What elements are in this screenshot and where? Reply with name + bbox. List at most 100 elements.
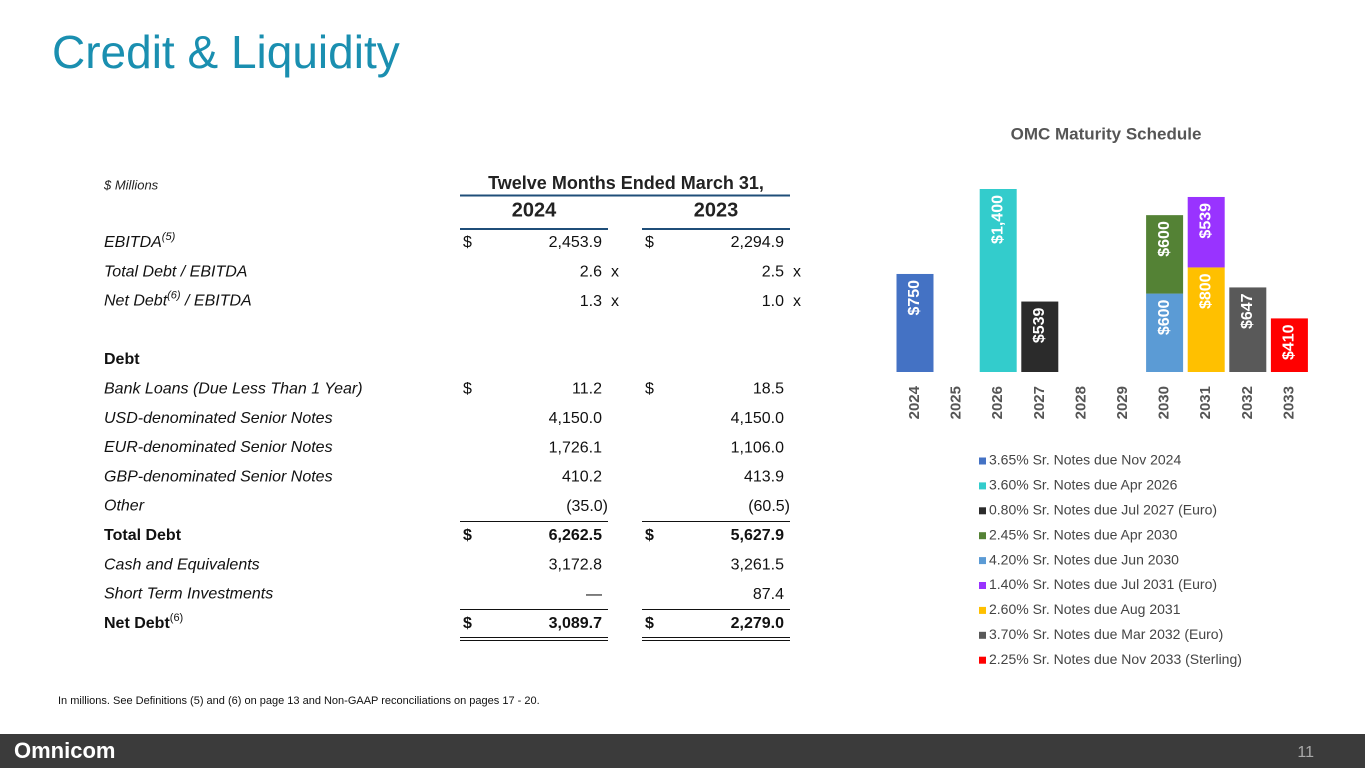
row-label-text: USD-denominated Senior Notes bbox=[104, 410, 333, 427]
cell-value: 11.2 bbox=[572, 381, 602, 398]
currency: $ bbox=[463, 615, 472, 632]
row-label: USD-denominated Senior Notes bbox=[104, 410, 333, 427]
bar-segment bbox=[979, 189, 1017, 372]
cell-value: 2,294.9 bbox=[731, 234, 784, 251]
cell-value: 3,261.5 bbox=[731, 557, 784, 574]
row-label-text: Net Debt bbox=[104, 293, 168, 310]
row-label: Debt bbox=[104, 351, 140, 368]
footnote: In millions. See Definitions (5) and (6)… bbox=[58, 695, 540, 707]
suffix: x bbox=[611, 293, 619, 310]
cell-value: 2.6 bbox=[580, 264, 602, 281]
legend-label: 1.40% Sr. Notes due Jul 2031 (Euro) bbox=[989, 576, 1217, 592]
row-label-text: Other bbox=[104, 498, 145, 515]
legend-swatch bbox=[979, 457, 986, 465]
x-tick-label: 2033 bbox=[1280, 386, 1297, 419]
suffix: x bbox=[611, 264, 619, 281]
cell-value: (60.5) bbox=[748, 498, 790, 515]
data-label: $600 bbox=[1156, 299, 1173, 335]
page-number: 11 bbox=[1297, 744, 1314, 761]
legend-swatch bbox=[979, 606, 986, 614]
footer-bar bbox=[0, 734, 1365, 768]
bar-segment bbox=[1187, 196, 1225, 268]
legend-swatch bbox=[979, 582, 986, 589]
legend-label: 3.70% Sr. Notes due Mar 2032 (Euro) bbox=[989, 626, 1223, 642]
currency: $ bbox=[645, 527, 654, 544]
cell-value: 87.4 bbox=[753, 586, 784, 603]
row-label: Cash and Equivalents bbox=[104, 557, 260, 574]
row-label-text: GBP-denominated Senior Notes bbox=[104, 469, 333, 486]
cell-value: 4,150.0 bbox=[731, 410, 784, 427]
column-header: 2023 bbox=[694, 199, 739, 221]
legend-swatch bbox=[979, 507, 986, 515]
legend-swatch bbox=[979, 532, 986, 540]
row-label: Net Debt(6) / EBITDA bbox=[104, 290, 252, 310]
row-label: Short Term Investments bbox=[104, 586, 273, 603]
data-label: $800 bbox=[1197, 273, 1214, 309]
currency: $ bbox=[645, 381, 654, 398]
row-label-text: Total Debt / EBITDA bbox=[104, 264, 247, 281]
row-label-text: Total Debt bbox=[104, 527, 182, 544]
row-label: Total Debt bbox=[104, 527, 182, 544]
unit-label: $ Millions bbox=[103, 177, 159, 192]
legend-swatch bbox=[979, 656, 986, 664]
row-label: GBP-denominated Senior Notes bbox=[104, 469, 333, 486]
row-label-text: / EBITDA bbox=[181, 293, 252, 310]
cell-value: 410.2 bbox=[562, 469, 602, 486]
cell-value: 1.0 bbox=[762, 293, 784, 310]
row-label-text: Net Debt bbox=[104, 615, 170, 632]
cell-value: 18.5 bbox=[753, 381, 784, 398]
x-tick-label: 2028 bbox=[1072, 386, 1089, 419]
legend-label: 0.80% Sr. Notes due Jul 2027 (Euro) bbox=[989, 502, 1217, 518]
cell-value: 1.3 bbox=[580, 293, 602, 310]
data-label: $410 bbox=[1281, 324, 1298, 360]
data-label: $647 bbox=[1239, 293, 1256, 329]
slide-title: Credit & Liquidity bbox=[52, 26, 400, 78]
bar-segment bbox=[1146, 293, 1184, 372]
legend-swatch bbox=[979, 557, 986, 565]
legend-swatch bbox=[979, 482, 986, 490]
cell-value: 3,089.7 bbox=[549, 615, 602, 632]
cell-value: 4,150.0 bbox=[549, 410, 602, 427]
period-header: Twelve Months Ended March 31, bbox=[488, 173, 764, 193]
row-label: EUR-denominated Senior Notes bbox=[104, 439, 333, 456]
x-tick-label: 2024 bbox=[906, 385, 923, 419]
cell-value: 2,279.0 bbox=[731, 615, 784, 632]
legend-label: 2.45% Sr. Notes due Apr 2030 bbox=[989, 526, 1178, 542]
cell-value: 5,627.9 bbox=[731, 527, 784, 544]
row-label: Net Debt(6) bbox=[104, 612, 183, 632]
row-label-text: Short Term Investments bbox=[104, 586, 273, 603]
row-label-text: Cash and Equivalents bbox=[104, 557, 260, 574]
x-tick-label: 2025 bbox=[948, 386, 965, 419]
row-label-text: EUR-denominated Senior Notes bbox=[104, 439, 333, 456]
currency: $ bbox=[463, 381, 472, 398]
cell-value: — bbox=[586, 586, 602, 603]
x-tick-label: 2030 bbox=[1156, 386, 1173, 419]
data-label: $539 bbox=[1197, 203, 1214, 239]
cell-value: 3,172.8 bbox=[549, 557, 602, 574]
legend-label: 3.65% Sr. Notes due Nov 2024 bbox=[989, 452, 1181, 468]
legend-label: 2.25% Sr. Notes due Nov 2033 (Sterling) bbox=[989, 651, 1242, 667]
row-label: Total Debt / EBITDA bbox=[104, 264, 247, 281]
bar-segment bbox=[1229, 287, 1267, 372]
x-tick-label: 2029 bbox=[1114, 386, 1131, 419]
suffix: x bbox=[793, 264, 801, 281]
data-label: $1,400 bbox=[989, 195, 1006, 244]
bar-segment bbox=[1270, 318, 1308, 372]
column-header: 2024 bbox=[512, 199, 557, 221]
x-tick-label: 2032 bbox=[1239, 386, 1256, 419]
cell-value: 2.5 bbox=[762, 264, 784, 281]
brand: Omnicom bbox=[14, 738, 115, 763]
row-label: Other bbox=[104, 498, 145, 515]
cell-value: (35.0) bbox=[566, 498, 608, 515]
superscript: (5) bbox=[162, 231, 176, 243]
legend-label: 3.60% Sr. Notes due Apr 2026 bbox=[989, 477, 1178, 493]
cell-value: 2,453.9 bbox=[549, 234, 602, 251]
legend-label: 4.20% Sr. Notes due Jun 2030 bbox=[989, 551, 1179, 567]
cell-value: 1,726.1 bbox=[549, 439, 602, 456]
currency: $ bbox=[645, 615, 654, 632]
cell-value: 1,106.0 bbox=[731, 439, 784, 456]
bar-segment bbox=[1187, 267, 1225, 372]
data-label: $600 bbox=[1156, 221, 1173, 257]
data-label: $539 bbox=[1031, 307, 1048, 343]
